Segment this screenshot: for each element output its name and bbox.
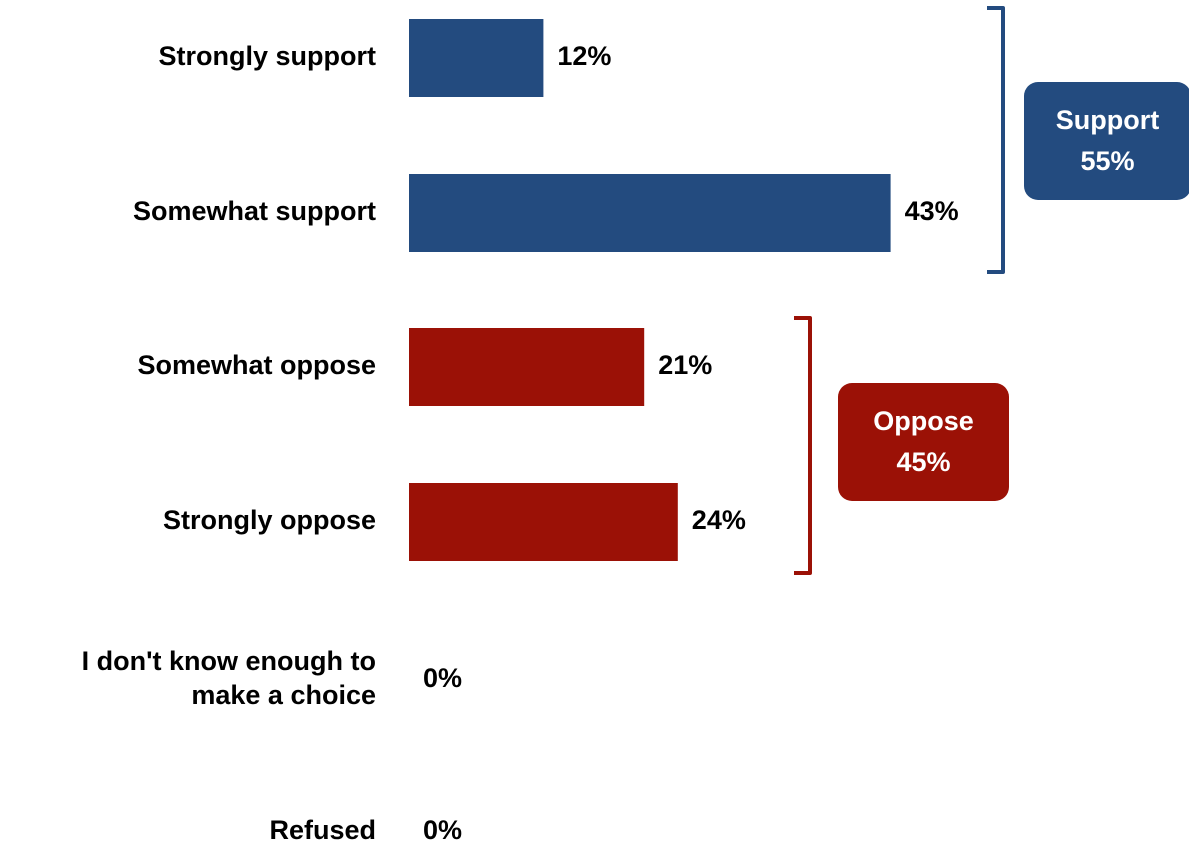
group-label: Oppose — [873, 406, 974, 436]
category-label: make a choice — [191, 680, 376, 710]
category-label: Strongly oppose — [163, 505, 376, 535]
group-box — [838, 383, 1009, 501]
value-label: 0% — [423, 815, 462, 845]
value-label: 12% — [557, 41, 611, 71]
bar — [409, 19, 544, 97]
bar — [409, 174, 891, 252]
value-label: 0% — [423, 663, 462, 693]
bar — [409, 483, 678, 561]
category-label: Strongly support — [159, 41, 377, 71]
category-label: I don't know enough to — [82, 646, 376, 676]
bar — [409, 328, 645, 406]
category-label: Somewhat support — [133, 196, 376, 226]
group-bracket — [987, 6, 1005, 274]
group-value: 55% — [1080, 146, 1134, 176]
group-label: Support — [1056, 105, 1159, 135]
value-label: 24% — [692, 505, 746, 535]
group-bracket — [794, 316, 812, 575]
category-label: Refused — [269, 815, 376, 845]
value-label: 21% — [658, 350, 712, 380]
group-value: 45% — [896, 447, 950, 477]
group-box — [1024, 82, 1189, 200]
category-label: Somewhat oppose — [137, 350, 376, 380]
value-label: 43% — [905, 196, 959, 226]
